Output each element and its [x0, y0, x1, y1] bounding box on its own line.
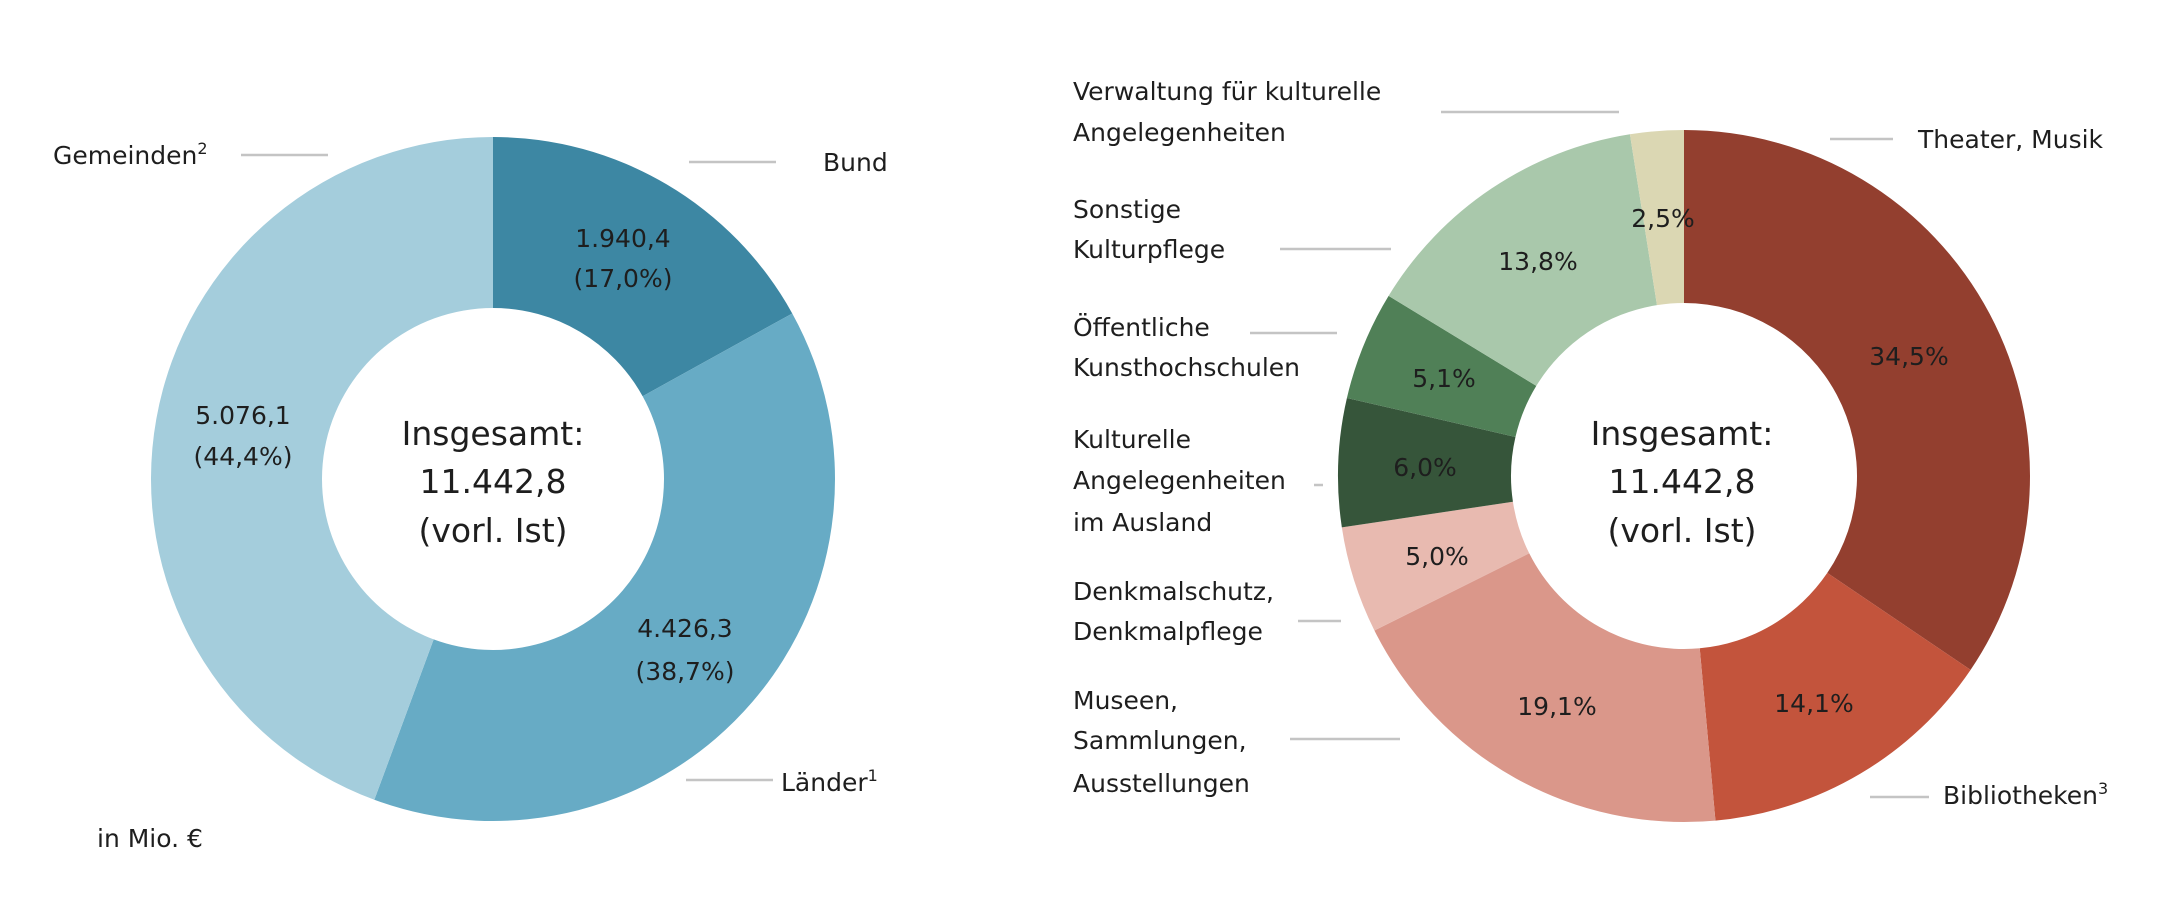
data-label-verwaltung: 2,5% [1631, 204, 1695, 233]
slice-öffentliche-kunsthochschulen [1346, 295, 1537, 437]
legend-label-sonstige: Sonstige [1073, 195, 1181, 224]
center-label-total: 11.442,8 [420, 462, 567, 501]
left-donut [150, 136, 836, 822]
slice-länder [374, 313, 836, 822]
legend-label-kunsthochschulen: Öffentliche [1073, 313, 1210, 342]
data-label-denkmalschutz: 5,0% [1405, 542, 1469, 571]
data-label-museen: 19,1% [1517, 692, 1596, 721]
legend-label-laender: Länder1 [781, 766, 878, 797]
slice-bund [493, 137, 793, 397]
center-label-title: Insgesamt: [402, 414, 585, 453]
data-label-sonstige: 13,8% [1498, 247, 1577, 276]
legend-label-verwaltung: Verwaltung für kulturelle [1073, 77, 1381, 106]
slice-denkmalschutz-denkmalpflege [1341, 501, 1530, 631]
slice-bibliotheken [1699, 572, 1971, 821]
legend-label-ausland: Kulturelle [1073, 425, 1191, 454]
legend-label-denkmalschutz: Denkmalpflege [1073, 617, 1263, 646]
legend-label-sonstige: Kulturpflege [1073, 235, 1225, 264]
left-labels: Gemeinden2 Bund Länder1 1.940,4 (17,0%) … [53, 139, 888, 853]
data-label-bund-value: 1.940,4 [575, 224, 670, 253]
data-label-ausland: 6,0% [1393, 453, 1457, 482]
data-label-kunsthochschulen: 5,1% [1412, 364, 1476, 393]
right-labels: Theater, Musik Bibliotheken3 Museen, Sam… [1073, 77, 2108, 810]
center-label-title: Insgesamt: [1591, 414, 1774, 453]
data-label-gemeinden-percent: (44,4%) [194, 442, 293, 471]
slice-kulturelle-angelegenheiten-im-ausland [1338, 397, 1516, 528]
unit-note: in Mio. € [97, 824, 203, 853]
legend-label-bibliotheken: Bibliotheken3 [1943, 779, 2108, 810]
slice-theater-musik [1684, 130, 2030, 670]
center-label-total: 11.442,8 [1609, 462, 1756, 501]
data-label-laender-value: 4.426,3 [637, 614, 732, 643]
legend-label-museen: Sammlungen, [1073, 726, 1247, 755]
legend-label-museen: Ausstellungen [1073, 769, 1250, 798]
slice-museen-sammlungen-ausstellungen [1374, 553, 1716, 822]
legend-label-museen: Museen, [1073, 686, 1178, 715]
slice-gemeinden [150, 136, 493, 800]
data-label-bibliotheken: 14,1% [1774, 689, 1853, 718]
data-label-bund-percent: (17,0%) [574, 264, 673, 293]
right-donut [1338, 130, 2030, 822]
legend-label-verwaltung: Angelegenheiten [1073, 118, 1286, 147]
data-label-gemeinden-value: 5.076,1 [195, 401, 290, 430]
slice-sonstige-kulturpflege [1388, 134, 1657, 386]
center-label-note: (vorl. Ist) [1607, 511, 1756, 550]
legend-label-bund: Bund [823, 148, 888, 177]
data-label-laender-percent: (38,7%) [636, 657, 735, 686]
legend-label-ausland: Angelegenheiten [1073, 466, 1286, 495]
center-label-note: (vorl. Ist) [418, 511, 567, 550]
legend-label-ausland: im Ausland [1073, 508, 1212, 537]
legend-label-gemeinden: Gemeinden2 [53, 139, 208, 170]
legend-label-kunsthochschulen: Kunsthochschulen [1073, 353, 1300, 382]
legend-label-theater-musik: Theater, Musik [1917, 125, 2104, 154]
data-label-theater: 34,5% [1869, 342, 1948, 371]
slice-verwaltung-für-kulturelle-angelegenheiten [1629, 130, 1684, 306]
legend-label-denkmalschutz: Denkmalschutz, [1073, 577, 1274, 606]
